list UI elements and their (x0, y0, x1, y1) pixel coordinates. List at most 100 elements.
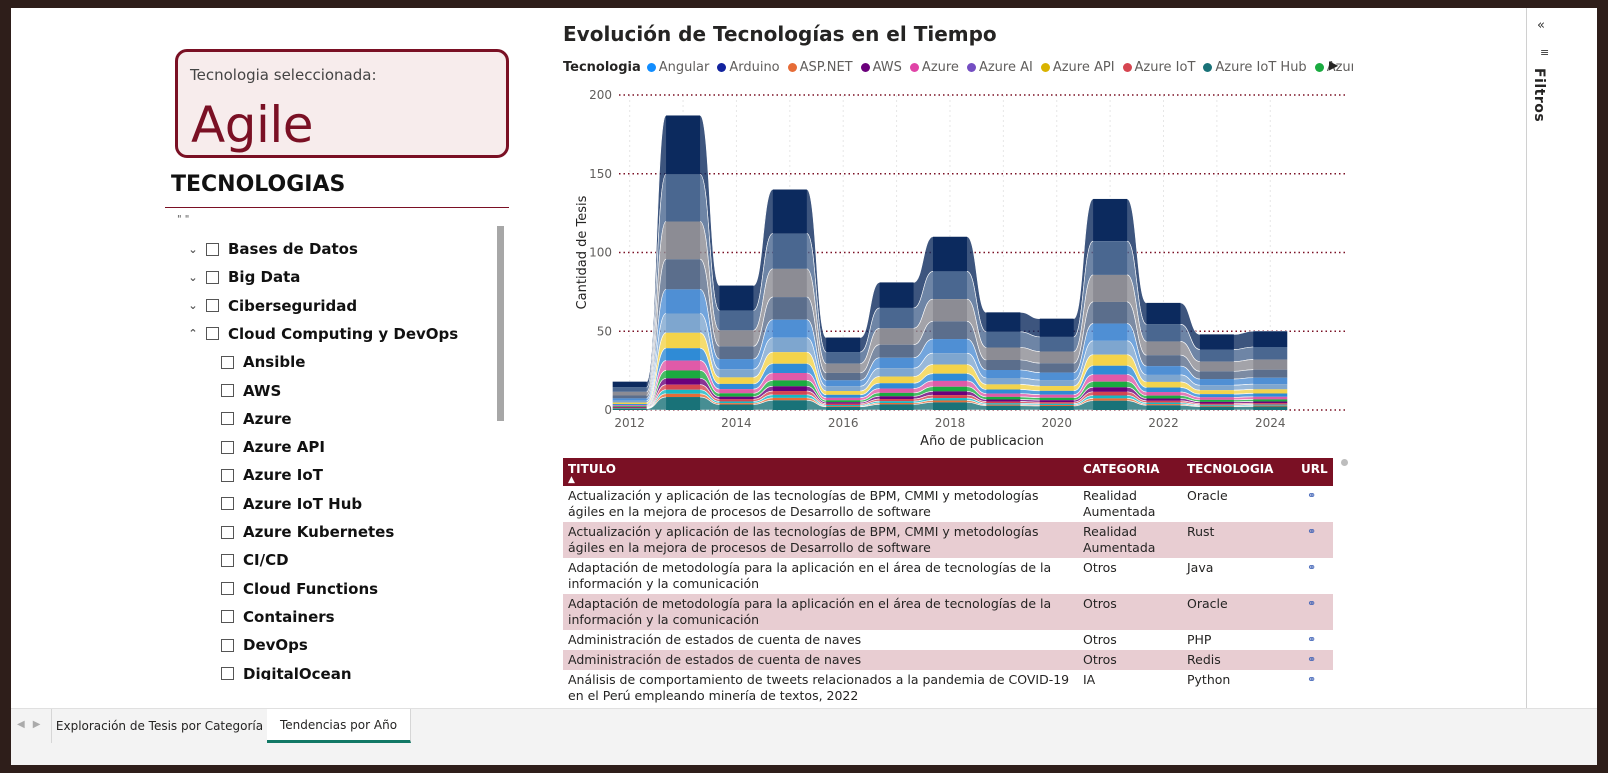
checkbox[interactable] (206, 270, 219, 284)
stack-segment (826, 391, 861, 395)
checkbox[interactable] (221, 440, 234, 454)
legend-item[interactable]: Azure IoT Hub (1203, 60, 1307, 75)
table-row[interactable]: Adaptación de metodología para la aplica… (563, 594, 1333, 630)
stack-segment (986, 384, 1021, 390)
stack-segment (1146, 341, 1181, 356)
table-row[interactable]: Administración de estados de cuenta de n… (563, 630, 1333, 650)
link-icon[interactable]: ⚭ (1307, 673, 1317, 686)
legend-item[interactable]: Azure IoT (1122, 60, 1195, 75)
checkbox[interactable] (206, 242, 219, 256)
col-categoria[interactable]: CATEGORIA (1083, 462, 1160, 476)
stack-segment (1199, 394, 1234, 398)
table-row[interactable]: Administración de estados de cuenta de n… (563, 650, 1333, 670)
report-canvas: Tecnologia seleccionada: Agile TECNOLOGI… (11, 8, 1597, 765)
cell-categoria: IA (1083, 672, 1096, 687)
table-row[interactable]: Actualización y aplicación de las tecnol… (563, 486, 1333, 522)
stack-segment (719, 359, 754, 370)
table-row[interactable]: Adaptación de metodología para la aplica… (563, 558, 1333, 594)
chevron-down-icon[interactable]: ⌄ (188, 242, 198, 256)
filters-pane[interactable]: « ≡ Filtros (1526, 8, 1597, 708)
stack-segment (612, 406, 647, 408)
technology-slicer-list[interactable]: ⌄ Bases de Datos ⌄ Big Data ⌄ Ciberseguridad ⌃… (171, 228, 501, 680)
stack-segment (772, 373, 807, 381)
stack-segment (666, 259, 701, 290)
chevron-down-icon[interactable]: ⌄ (188, 270, 198, 284)
checkbox[interactable] (206, 299, 219, 313)
page-nav-arrows-icon[interactable]: ◀▶ (17, 719, 49, 730)
sort-ascending-icon: ▲ (568, 475, 575, 485)
legend-item[interactable]: Azure Kub... (1314, 60, 1353, 75)
stack-segment (826, 402, 861, 404)
checkbox[interactable] (206, 327, 219, 341)
tab-exploracion[interactable]: Exploración de Tesis por Categoría (52, 709, 268, 743)
link-icon[interactable]: ⚭ (1307, 489, 1317, 502)
legend-item[interactable]: Azure (909, 60, 959, 75)
slicer-scrollbar[interactable] (497, 226, 504, 421)
stack-segment (772, 400, 807, 410)
stack-segment (879, 383, 914, 389)
checkbox[interactable] (221, 384, 234, 397)
legend-item[interactable]: Azure AI (966, 60, 1033, 75)
checkbox[interactable] (221, 667, 234, 680)
col-tecnologia[interactable]: TECNOLOGIA (1187, 462, 1274, 476)
slicer-item[interactable]: ⌃ Cloud Computing y DevOps (186, 321, 458, 347)
chevron-up-icon[interactable]: ⌃ (188, 327, 198, 341)
slicer-item[interactable]: Cloud Functions (221, 576, 378, 602)
slicer-item[interactable]: Azure (221, 406, 292, 432)
link-icon[interactable]: ⚭ (1307, 561, 1317, 574)
page-tab-bar: ◀▶ Exploración de Tesis por Categoría Te… (11, 708, 1597, 765)
stack-segment (1093, 387, 1128, 392)
checkbox[interactable] (221, 468, 234, 482)
slicer-item[interactable]: Ansible (221, 349, 305, 375)
link-icon[interactable]: ⚭ (1307, 653, 1317, 666)
stack-segment (719, 369, 754, 378)
stack-segment (1039, 397, 1074, 401)
slicer-item[interactable]: ⌄ Big Data (186, 264, 300, 290)
collapse-icon[interactable]: « (1537, 18, 1545, 33)
link-icon[interactable]: ⚭ (1307, 525, 1317, 538)
checkbox[interactable] (221, 553, 234, 567)
stack-segment (666, 370, 701, 379)
slicer-item[interactable]: CI/CD (221, 547, 289, 573)
stack-segment (719, 310, 754, 331)
checkbox[interactable] (221, 355, 234, 369)
col-titulo[interactable]: TITULO (568, 462, 616, 476)
slicer-item[interactable]: AWS (221, 378, 281, 404)
legend-item[interactable]: Angular (646, 60, 709, 75)
slicer-more-options[interactable]: " " (177, 214, 190, 225)
filters-label[interactable]: Filtros (1531, 68, 1547, 123)
legend-dot-icon (717, 62, 727, 72)
slicer-item[interactable]: ⌄ Bases de Datos (186, 236, 358, 262)
table-scrollbar[interactable] (1341, 459, 1348, 466)
stack-segment (719, 393, 754, 397)
link-icon[interactable]: ⚭ (1307, 597, 1317, 610)
legend-item[interactable]: ASP.NET (787, 60, 853, 75)
table-row[interactable]: Análisis de comportamiento de tweets rel… (563, 670, 1333, 703)
slicer-item[interactable]: Azure Kubernetes (221, 519, 394, 545)
link-icon[interactable]: ⚭ (1307, 633, 1317, 646)
checkbox[interactable] (221, 525, 234, 539)
slicer-item[interactable]: Azure API (221, 434, 325, 460)
table-row[interactable]: Actualización y aplicación de las tecnol… (563, 522, 1333, 558)
col-url[interactable]: URL (1301, 462, 1328, 476)
checkbox[interactable] (221, 638, 234, 652)
slicer-item[interactable]: Azure IoT (221, 462, 323, 488)
legend-next-icon[interactable]: ▶ (1329, 58, 1339, 72)
cell-categoria: Otros (1083, 560, 1117, 575)
slicer-item[interactable]: Containers (221, 604, 335, 630)
legend-item[interactable]: Azure API (1040, 60, 1115, 75)
checkbox[interactable] (221, 497, 234, 511)
stack-segment (932, 353, 967, 365)
slicer-item[interactable]: DigitalOcean (221, 661, 352, 680)
legend-item[interactable]: AWS (860, 60, 902, 75)
checkbox[interactable] (221, 582, 234, 596)
slicer-item[interactable]: Azure IoT Hub (221, 491, 362, 517)
tab-tendencias[interactable]: Tendencias por Año (267, 709, 411, 743)
checkbox[interactable] (221, 610, 234, 624)
stack-segment (986, 405, 1021, 410)
legend-item[interactable]: Arduino (717, 60, 780, 75)
checkbox[interactable] (221, 412, 234, 426)
slicer-item[interactable]: DevOps (221, 632, 308, 658)
chevron-down-icon[interactable]: ⌄ (188, 299, 198, 313)
slicer-item[interactable]: ⌄ Ciberseguridad (186, 293, 357, 319)
